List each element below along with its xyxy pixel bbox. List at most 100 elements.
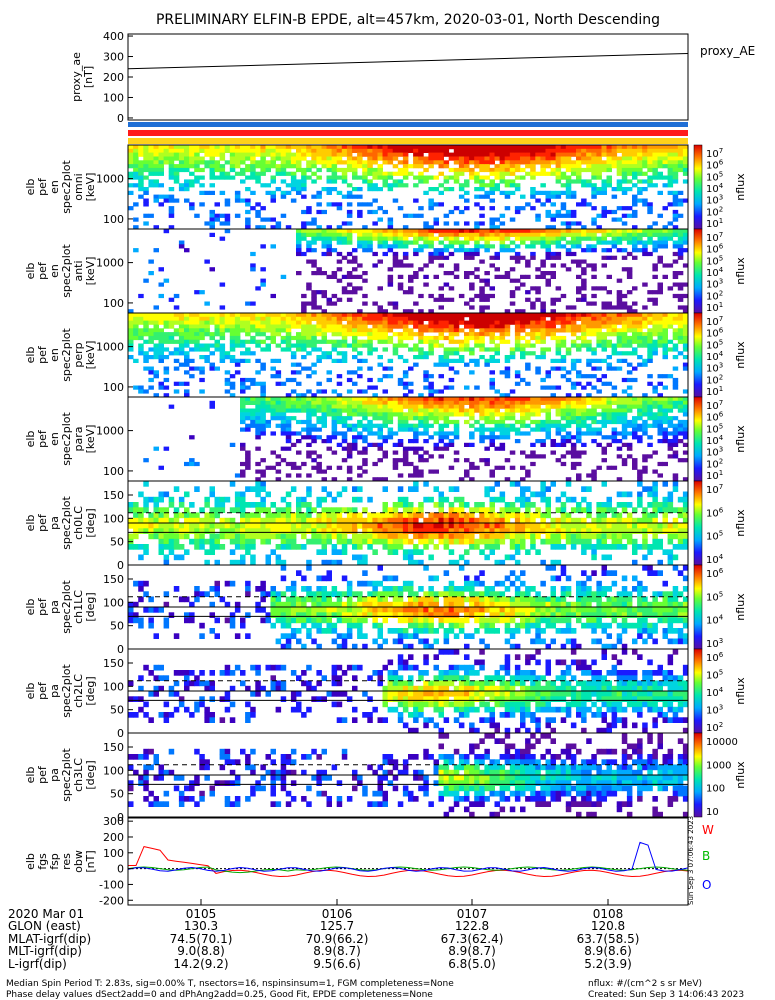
spectrogram-cell <box>474 427 480 432</box>
spectrogram-cell <box>545 320 551 325</box>
spectrogram-cell <box>662 355 668 360</box>
spectrogram-cell <box>311 240 317 245</box>
spectrogram-cell <box>677 240 684 245</box>
spectrogram-cell <box>194 313 200 318</box>
spectrogram-cell <box>621 442 628 447</box>
spectrogram-cell <box>443 358 450 363</box>
spectrogram-cell <box>499 152 506 157</box>
spectrogram-cell <box>428 404 434 409</box>
spectrogram-cell <box>464 458 470 463</box>
spectrogram-cell <box>204 160 210 165</box>
spectrogram-cell <box>632 255 638 260</box>
spectrogram-cell <box>260 416 266 421</box>
spectrogram-cell <box>163 507 170 513</box>
spectrogram-cell <box>372 400 378 405</box>
spectrogram-cell <box>550 271 556 276</box>
spectrogram-cell <box>423 351 429 356</box>
spectrogram-cell <box>621 435 628 440</box>
spectrogram-cell <box>209 217 215 222</box>
spectrogram-cell <box>168 175 175 180</box>
spectrogram-cell <box>540 332 546 337</box>
spectrogram-cell <box>494 313 500 318</box>
spectrogram-cell <box>346 236 353 241</box>
spectrogram-cell <box>204 523 210 529</box>
spectrogram-cell <box>489 236 495 241</box>
spectrogram-cell <box>428 251 434 257</box>
spectrogram-cell <box>352 187 358 192</box>
spectrogram-cell <box>346 320 353 325</box>
spectrogram-cell <box>469 404 475 409</box>
spectrogram-cell <box>265 167 271 173</box>
spectrogram-cell <box>626 313 633 318</box>
spectrogram-cell <box>229 507 236 513</box>
spectrogram-cell <box>367 397 373 402</box>
spectrogram-cell <box>290 465 297 470</box>
spectrogram-cell <box>433 523 439 529</box>
spectrogram-cell <box>560 316 567 321</box>
spectrogram-cell <box>408 328 414 333</box>
spectrogram-cell <box>316 324 322 329</box>
spectrogram-cell <box>545 374 551 379</box>
spectrogram-cells <box>128 145 689 230</box>
spectrogram-cell <box>189 316 195 321</box>
spectrogram-cell <box>576 297 582 302</box>
spectrogram-cell <box>173 381 180 386</box>
spectrogram-cell <box>438 491 444 498</box>
spectrogram-cell <box>616 229 623 234</box>
spectrogram-cell <box>336 251 343 257</box>
spectrogram-cell <box>662 412 668 417</box>
spectrogram-cell <box>357 240 363 245</box>
spectrogram-cell <box>377 320 383 325</box>
spectrogram-cell <box>616 313 623 318</box>
spectrogram-cell <box>163 538 170 545</box>
spectrogram-cell <box>576 335 582 341</box>
spectrogram-cell <box>418 507 424 513</box>
proxy-ae-ylabel-line: proxy_ae <box>70 52 83 102</box>
spectrogram-cell <box>576 236 582 241</box>
spectrogram-cell <box>433 400 439 405</box>
spectrogram-cell <box>535 148 541 153</box>
spectrogram-cell <box>652 400 658 405</box>
spectrogram-cell <box>387 408 394 413</box>
spectrogram-cell <box>280 320 287 325</box>
spectrogram-cell <box>336 339 343 344</box>
spectrogram-cell <box>494 412 500 417</box>
spectrogram-cell <box>413 236 419 241</box>
spectrogram-cell <box>245 198 251 203</box>
spectrogram-cell <box>489 183 495 188</box>
spectrogram-cell <box>611 145 618 150</box>
spectrogram-cell <box>275 324 282 329</box>
spectrogram-cell <box>494 183 500 188</box>
spectrogram-cell <box>336 523 343 529</box>
spectrogram-cell <box>392 351 399 356</box>
spectrogram-cell <box>260 533 266 540</box>
spectrogram-cell <box>570 190 577 195</box>
spectrogram-cell <box>321 244 327 249</box>
spectrogram-cell <box>270 512 276 519</box>
spectrogram-cell <box>397 544 404 550</box>
spectrogram-cell <box>316 347 322 352</box>
spectrogram-cell <box>489 473 495 478</box>
spectrogram-cell <box>194 175 200 180</box>
spectrogram-cell <box>326 412 332 417</box>
spectrogram-cell <box>143 324 149 329</box>
spectrogram-cell <box>128 152 134 157</box>
spectrogram-cell <box>606 255 612 260</box>
spectrogram-cell <box>606 442 612 447</box>
spectrogram-cell <box>143 389 149 394</box>
spectrogram-cell <box>240 507 246 513</box>
spectrogram-cell <box>560 355 567 360</box>
spectrogram-cell <box>229 148 236 153</box>
spectrogram-cell <box>438 355 444 360</box>
spectrogram-cell <box>494 236 500 241</box>
spectrogram-cell <box>163 339 170 344</box>
spectrogram-cell <box>402 370 409 375</box>
spectrogram-cell <box>469 465 475 470</box>
spectrogram-cell <box>250 301 256 306</box>
spectrogram-cell <box>504 393 511 398</box>
spectrogram-cell <box>296 381 302 386</box>
spectrogram-cell <box>331 404 338 409</box>
spectrogram-cell <box>499 248 506 253</box>
spectrogram-cell <box>173 389 180 394</box>
spectrogram-cell <box>214 175 220 180</box>
